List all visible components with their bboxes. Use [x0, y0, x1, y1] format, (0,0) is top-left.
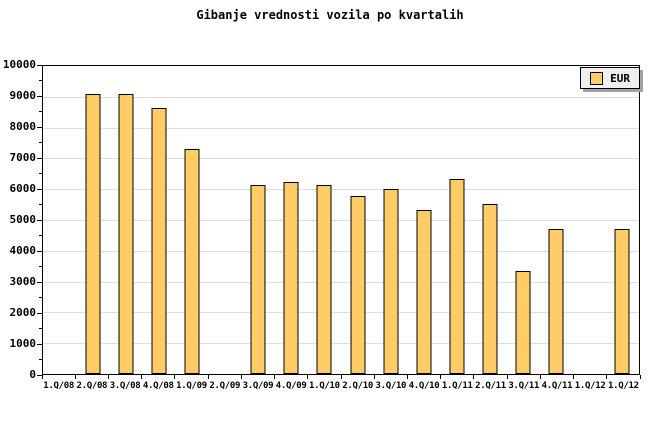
bar-1.Q/11 — [449, 179, 465, 374]
gridline — [43, 281, 639, 283]
x-axis-tick — [373, 375, 375, 379]
y-axis-tick — [37, 343, 42, 345]
x-axis-tick — [406, 375, 408, 379]
y-axis-minor-tick — [39, 142, 42, 143]
x-axis-tick — [141, 375, 143, 379]
chart-title: Gibanje vrednosti vozila po kvartalih — [196, 8, 464, 22]
gridline — [43, 158, 639, 160]
y-axis-minor-tick — [39, 297, 42, 298]
x-axis-label: 1.Q/10 — [309, 381, 340, 391]
x-axis-tick — [207, 375, 209, 379]
x-axis-label: 4.Q/09 — [275, 381, 307, 391]
x-axis-label: 2.Q/11 — [475, 381, 506, 391]
y-axis-minor-tick — [39, 359, 42, 360]
bar-1.Q/12 — [614, 228, 630, 374]
x-axis-tick — [506, 375, 508, 379]
y-axis-tick — [37, 250, 42, 252]
bar-3.Q/11 — [515, 271, 531, 374]
y-axis-minor-tick — [39, 173, 42, 174]
y-axis-tick — [37, 188, 42, 190]
gridline — [43, 343, 639, 345]
y-axis-label: 9000 — [9, 89, 37, 102]
bar-2.Q/08 — [85, 93, 101, 374]
bar-3.Q/09 — [250, 184, 266, 374]
bar-4.Q/11 — [548, 228, 564, 374]
y-axis-label: 0 — [29, 368, 36, 381]
x-axis-label: 1.Q/08 — [43, 381, 74, 391]
bar-1.Q/10 — [316, 184, 332, 374]
gridline — [43, 189, 639, 191]
y-axis-tick — [37, 219, 42, 221]
x-axis-label: 3.Q/10 — [375, 381, 407, 391]
y-axis-tick — [37, 312, 42, 314]
gridline — [43, 250, 639, 252]
x-axis-label: 1.Q/09 — [176, 381, 207, 391]
x-axis-tick — [440, 375, 442, 379]
y-axis-minor-tick — [39, 80, 42, 81]
x-axis-tick — [174, 375, 176, 379]
bar-2.Q/10 — [350, 195, 366, 374]
x-axis-label: 4.Q/10 — [408, 381, 440, 391]
y-axis-label: 2000 — [9, 306, 37, 319]
y-axis-label: 3000 — [9, 275, 37, 288]
x-axis-tick — [573, 375, 575, 379]
x-axis-label: 1.Q/12 — [574, 381, 606, 391]
x-axis-label: 2.Q/08 — [76, 381, 108, 391]
x-axis-tick — [240, 375, 242, 379]
y-axis-label: 5000 — [9, 213, 37, 226]
y-axis-tick — [37, 374, 42, 376]
legend-label: EUR — [610, 71, 630, 85]
y-axis-tick — [37, 281, 42, 283]
x-axis-label: 2.Q/10 — [342, 381, 373, 391]
x-axis-tick — [340, 375, 342, 379]
x-axis-tick — [539, 375, 541, 379]
x-axis-tick — [639, 375, 641, 379]
bar-4.Q/08 — [151, 107, 167, 374]
x-axis-tick — [107, 375, 109, 379]
y-axis-label: 7000 — [9, 151, 37, 164]
x-axis-tick — [41, 375, 43, 379]
x-axis-label: 3.Q/11 — [508, 381, 540, 391]
x-axis-tick — [74, 375, 76, 379]
x-axis-tick — [274, 375, 276, 379]
y-axis-tick — [37, 64, 42, 66]
bar-4.Q/10 — [416, 210, 432, 374]
y-axis-label: 8000 — [9, 120, 37, 133]
legend-swatch-icon — [590, 71, 604, 85]
y-axis-minor-tick — [39, 204, 42, 205]
y-axis-minor-tick — [39, 266, 42, 267]
y-axis-tick — [37, 126, 42, 128]
gridline — [43, 127, 639, 129]
bar-1.Q/09 — [184, 149, 200, 374]
y-axis-tick — [37, 95, 42, 97]
bar-3.Q/08 — [118, 93, 134, 374]
x-axis-label: 1.Q/11 — [441, 381, 473, 391]
plot-area: EUR — [42, 65, 640, 375]
y-axis-label: 4000 — [9, 244, 37, 257]
x-axis-tick — [606, 375, 608, 379]
gridline — [43, 312, 639, 314]
gridline — [43, 96, 639, 98]
x-axis-tick — [473, 375, 475, 379]
gridline — [43, 220, 639, 221]
y-axis-minor-tick — [39, 235, 42, 236]
y-axis-label: 6000 — [9, 182, 37, 195]
y-axis-minor-tick — [39, 328, 42, 329]
bar-3.Q/10 — [383, 189, 399, 374]
x-axis-label: 1.Q/12 — [608, 381, 639, 391]
bar-2.Q/11 — [482, 203, 498, 374]
x-axis-label: 3.Q/08 — [109, 381, 141, 391]
x-axis-label: 4.Q/11 — [541, 381, 573, 391]
x-axis-label: 3.Q/09 — [242, 381, 274, 391]
y-axis-label: 1000 — [9, 337, 37, 350]
y-axis-label: 10000 — [2, 58, 36, 71]
legend: EUR — [580, 67, 640, 89]
y-axis-tick — [37, 157, 42, 159]
x-axis-label: 2.Q/09 — [209, 381, 241, 391]
y-axis-minor-tick — [39, 111, 42, 112]
x-axis-tick — [307, 375, 309, 379]
bar-4.Q/09 — [283, 181, 299, 374]
x-axis-label: 4.Q/08 — [142, 381, 174, 391]
